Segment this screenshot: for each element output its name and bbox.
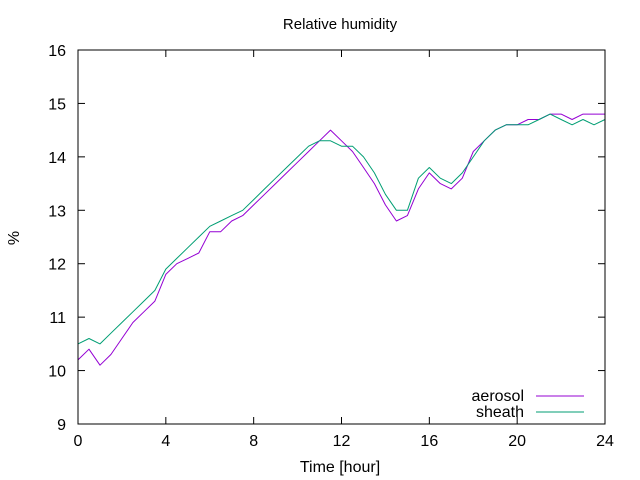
legend-label-aerosol: aerosol: [472, 388, 524, 405]
x-tick-label: 4: [161, 433, 170, 450]
y-tick-label: 9: [57, 417, 66, 434]
x-tick-label: 12: [333, 433, 351, 450]
y-tick-label: 11: [49, 310, 66, 327]
y-axis-label: %: [6, 231, 23, 245]
x-tick-label: 0: [74, 433, 83, 450]
chart-title: Relative humidity: [283, 16, 398, 33]
y-ticks: 9 10 11 12 13 14 15 16: [48, 43, 605, 434]
x-tick-label: 16: [420, 433, 438, 450]
y-tick-label: 12: [48, 257, 66, 274]
plot-series: [77, 113, 606, 366]
y-tick-label: 14: [48, 150, 66, 167]
y-tick-label: 16: [48, 43, 66, 60]
series-line-sheath: [77, 113, 606, 345]
legend-label-sheath: sheath: [476, 404, 524, 421]
x-tick-label: 20: [508, 433, 526, 450]
y-tick-label: 10: [48, 364, 66, 381]
x-tick-label: 8: [249, 433, 258, 450]
y-tick-label: 15: [48, 96, 66, 113]
x-ticks: 0 4 8 12 16 20 24: [74, 50, 614, 450]
x-tick-label: 24: [596, 433, 614, 450]
y-tick-label: 13: [48, 203, 66, 220]
x-axis-label: Time [hour]: [300, 459, 380, 476]
